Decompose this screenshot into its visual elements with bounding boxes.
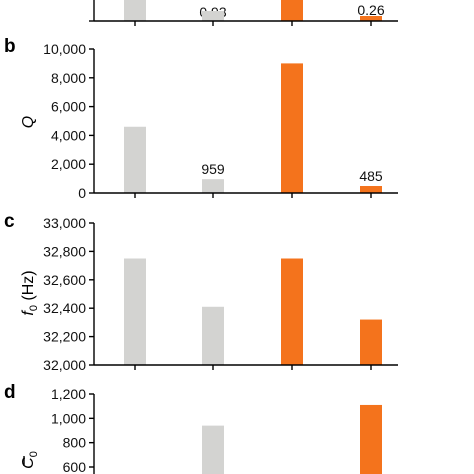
y-tick-label-d-3: 1,200 xyxy=(51,386,86,402)
panel-letter-c: c xyxy=(4,211,15,232)
bar-c-2 xyxy=(202,306,224,365)
y-tick-label-c-0: 32,000 xyxy=(43,357,86,373)
bar-a-3 xyxy=(281,0,303,21)
bar-c-3 xyxy=(281,258,303,365)
data-label-b-2: 959 xyxy=(201,161,225,177)
y-tick-label-c-1: 32,200 xyxy=(43,329,86,345)
data-label-b-4: 485 xyxy=(359,168,383,184)
panel-letter-d: d xyxy=(4,382,16,403)
y-tick-label-b-1: 2,000 xyxy=(51,156,86,172)
y-tick-label-b-3: 6,000 xyxy=(51,99,86,115)
bar-b-4 xyxy=(360,186,382,193)
y-tick-label-b-2: 4,000 xyxy=(51,127,86,143)
panel-a: 0.93 0.26 xyxy=(89,0,398,26)
data-label-a-4: 0.26 xyxy=(357,2,384,18)
bar-b-2 xyxy=(202,179,224,193)
bar-d-4 xyxy=(360,404,382,474)
y-axis-label-d-main: C xyxy=(20,457,37,469)
bar-c-1 xyxy=(124,258,146,365)
bar-b-1 xyxy=(124,126,146,193)
panel-c: c f0 (Hz) 32,000 32,200 32,400 32,600 32,800… xyxy=(4,211,398,373)
panel-letter-b: b xyxy=(4,36,16,57)
y-axis-label-c-sub: 0 xyxy=(28,305,40,311)
y-axis-label-c: f0 (Hz) xyxy=(20,270,40,315)
bar-b-3 xyxy=(281,63,303,194)
bar-a-4 xyxy=(360,16,382,21)
bar-c-4 xyxy=(360,319,382,365)
panel-d: d C0 600 800 1,000 1,200 xyxy=(4,382,382,474)
y-tick-label-c-4: 32,800 xyxy=(43,243,86,259)
y-tick-label-c-2: 32,400 xyxy=(43,300,86,316)
y-tick-label-b-4: 8,000 xyxy=(51,70,86,86)
y-tick-label-b-5: 10,000 xyxy=(43,41,86,57)
y-tick-label-b-0: 0 xyxy=(78,185,86,201)
y-tick-label-d-0: 600 xyxy=(63,459,87,474)
panel-b: b Q 0 2,000 4,000 6,000 8,000 10,000 959 485 xyxy=(4,36,398,201)
y-tick-label-d-1: 800 xyxy=(63,435,87,451)
bar-a-2 xyxy=(202,11,224,21)
y-axis-label-c-main: f xyxy=(20,310,37,316)
y-axis-label-d-sub: 0 xyxy=(28,451,40,457)
y-tick-label-d-2: 1,000 xyxy=(51,410,86,426)
y-tick-label-c-3: 32,600 xyxy=(43,272,86,288)
y-tick-label-c-5: 33,000 xyxy=(43,215,86,231)
bar-d-2 xyxy=(202,425,224,474)
y-axis-label-b: Q xyxy=(20,116,37,128)
y-axis-label-c-rest: (Hz) xyxy=(20,270,37,305)
bar-a-1 xyxy=(124,0,146,21)
y-axis-label-d: C0 xyxy=(20,451,40,469)
